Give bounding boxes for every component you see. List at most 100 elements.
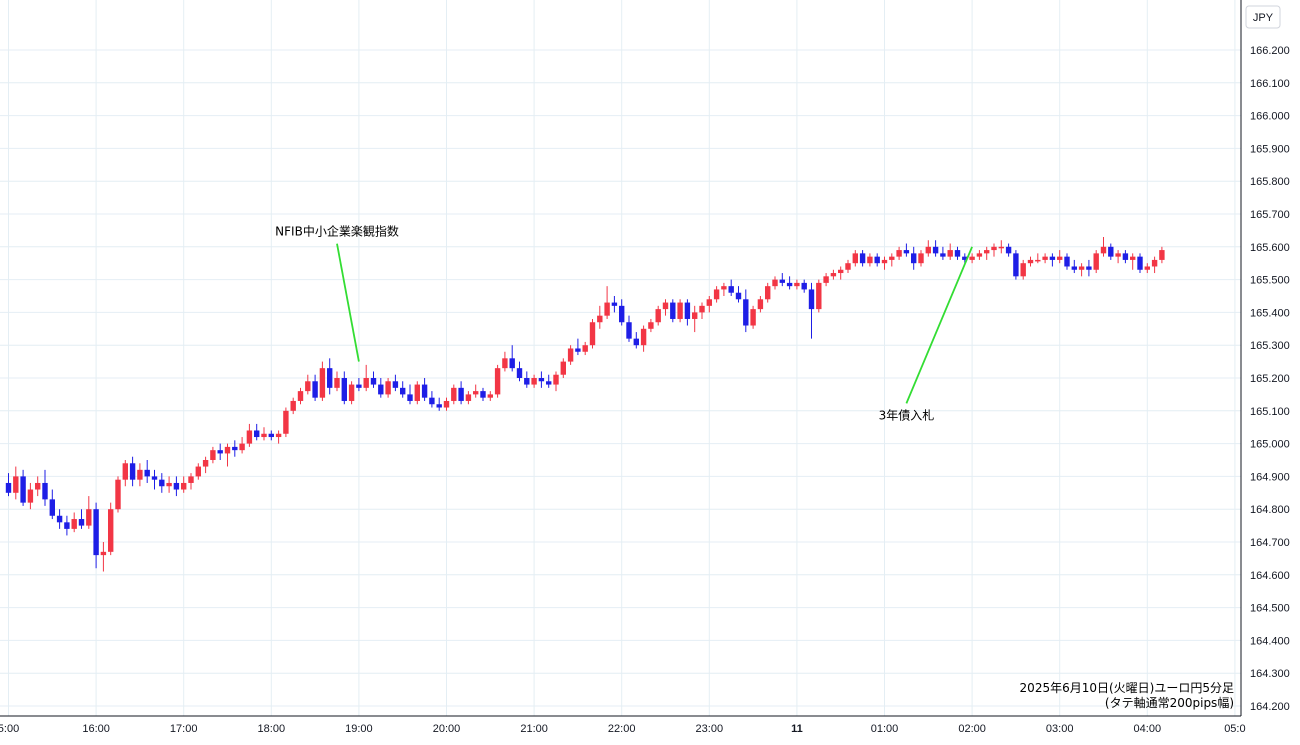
- grid: [0, 0, 1241, 716]
- y-tick-label: 165.200: [1250, 373, 1290, 385]
- candle-body: [670, 302, 676, 319]
- candle-body: [108, 509, 114, 552]
- candle-body: [1035, 259, 1041, 262]
- candle-body: [385, 381, 391, 395]
- x-tick-label: 21:00: [520, 723, 548, 735]
- candle-body: [115, 479, 121, 510]
- candle-body: [42, 482, 48, 500]
- candle-body: [144, 469, 150, 477]
- candle-body: [538, 378, 545, 382]
- candle-body: [604, 302, 610, 316]
- currency-label: JPY: [1253, 12, 1274, 24]
- candle-body: [969, 256, 975, 260]
- y-tick-label: 165.100: [1250, 406, 1290, 418]
- candle-body: [151, 476, 158, 480]
- candle-body: [356, 384, 362, 388]
- candle-body: [852, 253, 858, 264]
- candle-body: [378, 384, 384, 395]
- candle-body: [443, 400, 450, 408]
- candle-body: [232, 446, 238, 451]
- candle-body: [567, 348, 574, 362]
- candle-body: [1005, 246, 1012, 254]
- candle-body: [86, 509, 92, 526]
- candle-body: [830, 273, 837, 277]
- x-tick-label: 01:00: [871, 723, 899, 735]
- candle-body: [20, 476, 26, 503]
- candle-body: [794, 282, 800, 287]
- y-tick-label: 164.900: [1250, 471, 1290, 483]
- candle-body: [64, 522, 70, 529]
- candle-body: [305, 381, 311, 392]
- y-tick-label: 164.600: [1250, 570, 1290, 582]
- candle-body: [1064, 256, 1070, 267]
- candle-body: [684, 302, 691, 319]
- candle-body: [743, 299, 749, 326]
- candle-body: [575, 348, 581, 352]
- candle-body: [619, 305, 625, 323]
- candle-body: [546, 381, 552, 385]
- y-tick-label: 165.300: [1250, 340, 1290, 352]
- candle-body: [589, 322, 596, 346]
- x-tick-label: 05:0: [1224, 723, 1245, 735]
- candle-body: [662, 302, 669, 310]
- candle-body: [1020, 263, 1026, 277]
- currency-label-box[interactable]: [1245, 5, 1281, 29]
- candle-body: [1093, 253, 1099, 270]
- candle-body: [823, 276, 829, 283]
- candle-body: [297, 391, 304, 401]
- candle-body: [261, 433, 267, 438]
- candle-body: [210, 450, 216, 460]
- candle-body: [181, 482, 187, 490]
- candle-body: [436, 404, 442, 408]
- candle-body: [772, 279, 778, 287]
- candle-body: [699, 305, 705, 313]
- y-tick-label: 166.100: [1250, 78, 1290, 90]
- candle-body: [1078, 266, 1085, 270]
- candle-body: [188, 476, 194, 483]
- candle-body: [626, 322, 632, 339]
- candle-body: [976, 253, 983, 257]
- y-tick-label: 165.500: [1250, 275, 1290, 287]
- candle-body: [268, 433, 274, 438]
- candle-body: [49, 499, 55, 516]
- candle-body: [1086, 266, 1092, 270]
- candle-body: [692, 312, 698, 319]
- candle-body: [129, 463, 136, 480]
- x-tick-label: 16:00: [82, 723, 110, 735]
- candle-body: [487, 394, 493, 398]
- candle-body: [283, 410, 289, 434]
- candle-body: [166, 482, 172, 487]
- candle-body: [801, 282, 807, 290]
- price-axis[interactable]: 166.200 166.100 166.000 165.900 165.800 165.7…: [1250, 45, 1290, 713]
- candle-body: [173, 482, 180, 490]
- y-tick-label: 166.200: [1250, 45, 1290, 57]
- candle-body: [954, 250, 961, 257]
- candle-body: [728, 286, 734, 293]
- candle-body: [779, 279, 785, 283]
- candle-body: [100, 551, 107, 556]
- x-tick-label: 11: [791, 723, 803, 735]
- candle-body: [786, 282, 793, 287]
- candle-body: [56, 515, 63, 523]
- candle-body: [713, 289, 720, 300]
- candle-body: [473, 391, 479, 395]
- candle-body: [560, 361, 566, 375]
- candle-body: [1013, 253, 1019, 277]
- candle-body: [5, 482, 12, 493]
- candle-body: [903, 250, 910, 254]
- y-tick-label: 164.700: [1250, 537, 1290, 549]
- candle-body: [334, 378, 340, 388]
- candle-body: [991, 246, 997, 251]
- candle-body: [319, 368, 326, 398]
- candle-body: [1144, 266, 1150, 270]
- candle-body: [458, 387, 464, 401]
- candle-body: [35, 482, 41, 490]
- y-tick-label: 164.500: [1250, 603, 1290, 615]
- candle-body: [925, 246, 931, 254]
- annotations: NFIB中小企業楽観指数 3年債入札: [275, 224, 973, 422]
- time-axis[interactable]: 5:00 16:00 17:00 18:00 19:00 20:00 21:00 22:00 2…: [0, 723, 1246, 735]
- candle-body: [1108, 246, 1114, 257]
- y-tick-label: 164.800: [1250, 504, 1290, 516]
- candle-body: [531, 378, 537, 385]
